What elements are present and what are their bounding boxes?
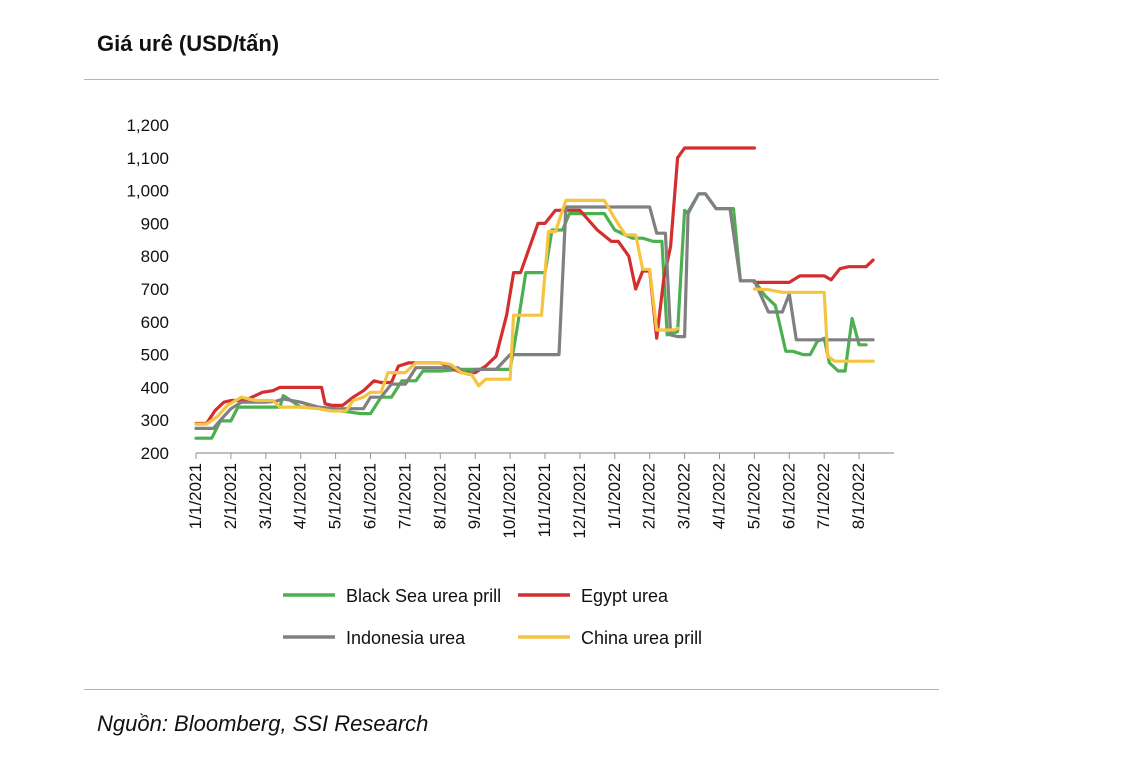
y-tick-label: 600	[141, 313, 169, 332]
y-tick-label: 1,000	[126, 182, 169, 201]
series-line-china-urea-prill	[752, 287, 875, 363]
y-tick-label: 900	[141, 214, 169, 233]
legend-label-egypt-urea: Egypt urea	[581, 586, 669, 606]
bottom-divider	[84, 689, 939, 690]
y-tick-label: 1,100	[126, 149, 169, 168]
series-line-indonesia-urea	[194, 192, 875, 430]
x-tick-label: 7/1/2022	[814, 463, 833, 529]
x-tick-label: 4/1/2022	[710, 463, 729, 529]
legend-label-indonesia-urea: Indonesia urea	[346, 628, 466, 648]
x-tick-label: 9/1/2021	[465, 463, 484, 529]
y-tick-label: 400	[141, 378, 169, 397]
y-tick-label: 300	[141, 411, 169, 430]
y-tick-label: 200	[141, 444, 169, 463]
y-tick-label: 500	[141, 346, 169, 365]
x-tick-label: 5/1/2021	[326, 463, 345, 529]
x-tick-label: 12/1/2021	[570, 463, 589, 539]
y-tick-label: 800	[141, 247, 169, 266]
y-tick-label: 700	[141, 280, 169, 299]
x-axis: 1/1/2021 2/1/2021 3/1/2021 4/1/2021 5/1/2021…	[186, 452, 894, 539]
x-tick-label: 3/1/2021	[256, 463, 275, 529]
series-line-egypt-urea	[752, 258, 875, 284]
legend-label-black-sea-urea-prill: Black Sea urea prill	[346, 586, 501, 606]
chart-title: Giá urê (USD/tấn)	[97, 31, 280, 56]
series-line-china-urea-prill	[194, 198, 680, 426]
x-tick-label: 4/1/2021	[291, 463, 310, 529]
x-tick-label: 1/1/2021	[186, 463, 205, 529]
x-tick-label: 2/1/2021	[221, 463, 240, 529]
x-tick-label: 5/1/2022	[744, 463, 763, 529]
x-tick-label: 10/1/2021	[500, 463, 519, 539]
legend: Black Sea urea prill Egypt urea Indonesia …	[283, 586, 702, 648]
x-tick-label: 2/1/2022	[640, 463, 659, 529]
x-tick-label: 11/1/2021	[535, 463, 554, 537]
x-tick-label: 8/1/2022	[849, 463, 868, 529]
y-tick-label: 1,200	[126, 116, 169, 135]
series-lines	[194, 146, 875, 440]
x-tick-label: 1/1/2022	[605, 463, 624, 529]
top-divider	[84, 79, 939, 80]
x-tick-label: 7/1/2021	[395, 463, 414, 529]
x-tick-label: 6/1/2022	[779, 463, 798, 529]
source-note: Nguồn: Bloomberg, SSI Research	[97, 711, 429, 736]
x-tick-label: 8/1/2021	[430, 463, 449, 529]
x-tick-label: 6/1/2021	[361, 463, 380, 529]
y-axis: 200 300 400 500 600 700 800 900 1,000 1,100 1,200	[126, 116, 169, 463]
legend-label-china-urea-prill: China urea prill	[581, 628, 702, 648]
x-tick-label: 3/1/2022	[675, 463, 694, 529]
